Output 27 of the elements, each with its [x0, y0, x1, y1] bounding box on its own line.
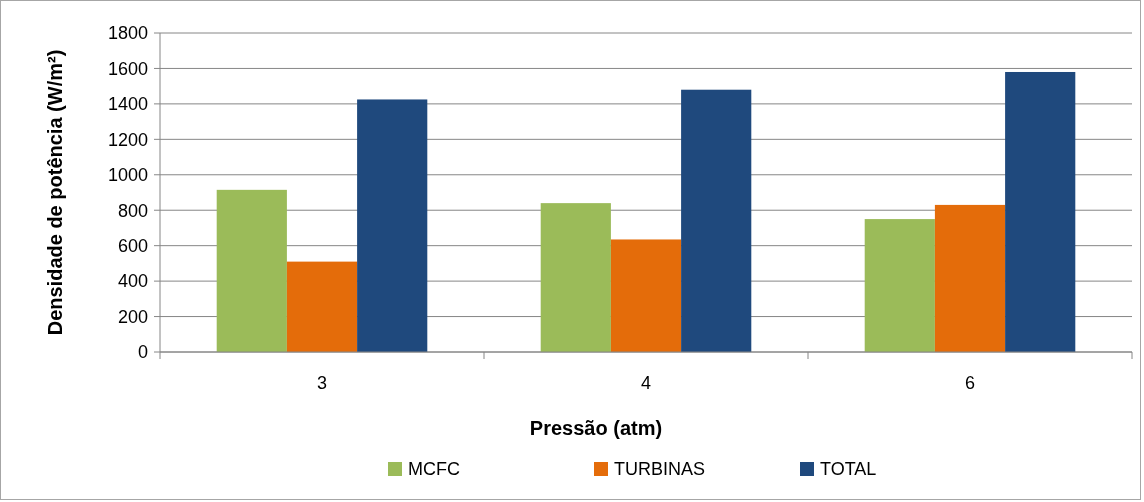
y-tick-label: 1200 [107, 129, 148, 150]
y-tick-label: 800 [117, 200, 148, 221]
legend-label: TURBINAS [614, 459, 706, 480]
y-tick-label: 200 [117, 306, 148, 327]
x-tick-label: 3 [316, 373, 328, 393]
y-tick-label: 1000 [107, 165, 148, 186]
y-tick-label: 600 [117, 235, 148, 256]
legend-label: TOTAL [820, 459, 877, 480]
x-tick-label: 6 [964, 373, 976, 393]
bar [610, 239, 682, 352]
y-tick-label: 400 [117, 271, 148, 292]
bar [934, 204, 1006, 352]
y-axis-title: Densidade de potência (W/m²) [44, 49, 66, 336]
y-tick-label: 0 [137, 342, 148, 363]
x-axis-title: Pressão (atm) [529, 417, 663, 439]
x-tick-label: 4 [640, 373, 652, 393]
y-tick-label: 1400 [107, 94, 148, 115]
bar [286, 261, 358, 352]
bar [681, 89, 752, 352]
bar [540, 203, 611, 352]
y-tick-label: 1600 [107, 58, 148, 79]
bar [216, 189, 287, 352]
y-tick-label: 1800 [107, 23, 148, 44]
bar [864, 219, 935, 352]
bar [357, 99, 428, 352]
legend-label: MCFC [408, 459, 460, 480]
bar [1005, 71, 1076, 352]
